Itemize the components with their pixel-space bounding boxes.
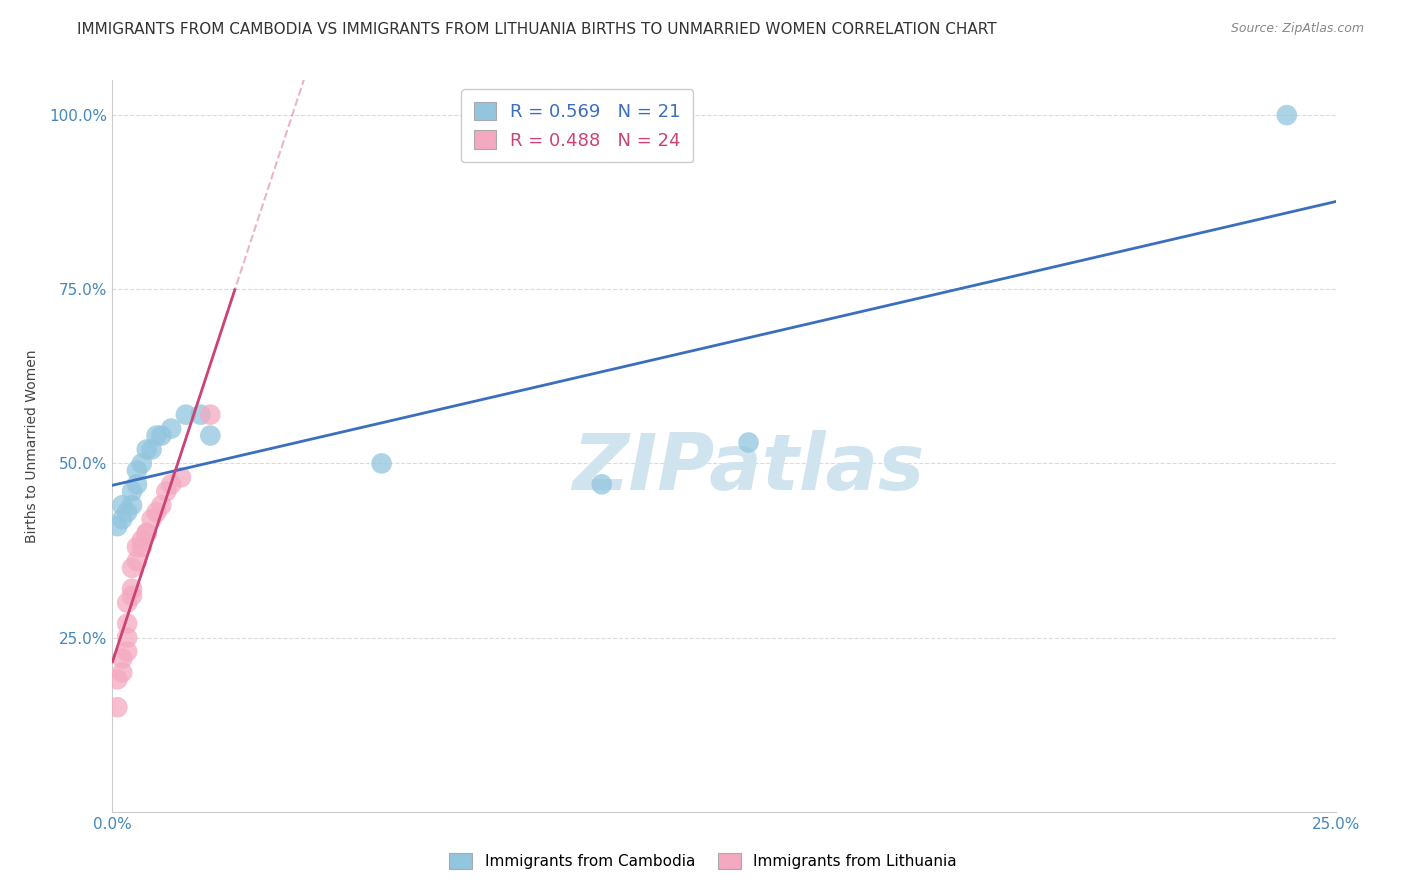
Point xyxy=(105,673,128,687)
Point xyxy=(115,644,138,658)
Point xyxy=(135,526,157,541)
Point xyxy=(111,512,134,526)
Point xyxy=(150,498,173,512)
Point xyxy=(145,505,167,519)
Point xyxy=(737,435,759,450)
Legend: Immigrants from Cambodia, Immigrants from Lithuania: Immigrants from Cambodia, Immigrants fro… xyxy=(443,847,963,875)
Point xyxy=(115,505,138,519)
Point xyxy=(1275,108,1298,122)
Point xyxy=(125,540,148,554)
Point xyxy=(121,498,143,512)
Point xyxy=(121,582,143,596)
Point xyxy=(125,477,148,491)
Point xyxy=(115,616,138,631)
Point xyxy=(121,561,143,575)
Text: ZIPatlas: ZIPatlas xyxy=(572,430,925,506)
Point xyxy=(115,631,138,645)
Point xyxy=(105,519,128,533)
Point xyxy=(141,442,163,457)
Point xyxy=(200,408,222,422)
Point xyxy=(121,589,143,603)
Point xyxy=(105,700,128,714)
Point xyxy=(591,477,613,491)
Point xyxy=(125,463,148,477)
Point xyxy=(131,533,153,547)
Point xyxy=(135,442,157,457)
Text: IMMIGRANTS FROM CAMBODIA VS IMMIGRANTS FROM LITHUANIA BIRTHS TO UNMARRIED WOMEN : IMMIGRANTS FROM CAMBODIA VS IMMIGRANTS F… xyxy=(77,22,997,37)
Point xyxy=(190,408,212,422)
Point xyxy=(160,477,183,491)
Point xyxy=(200,428,222,442)
Point xyxy=(145,428,167,442)
Point xyxy=(131,457,153,471)
Legend: R = 0.569   N = 21, R = 0.488   N = 24: R = 0.569 N = 21, R = 0.488 N = 24 xyxy=(461,89,693,162)
Point xyxy=(170,470,193,484)
Point xyxy=(111,651,134,665)
Point xyxy=(131,540,153,554)
Point xyxy=(155,484,177,499)
Point xyxy=(111,498,134,512)
Point xyxy=(150,428,173,442)
Point xyxy=(111,665,134,680)
Point xyxy=(141,512,163,526)
Point xyxy=(125,554,148,568)
Y-axis label: Births to Unmarried Women: Births to Unmarried Women xyxy=(24,350,38,542)
Point xyxy=(370,457,392,471)
Point xyxy=(135,526,157,541)
Point xyxy=(115,596,138,610)
Point xyxy=(160,421,183,435)
Text: Source: ZipAtlas.com: Source: ZipAtlas.com xyxy=(1230,22,1364,36)
Point xyxy=(174,408,197,422)
Point xyxy=(121,484,143,499)
